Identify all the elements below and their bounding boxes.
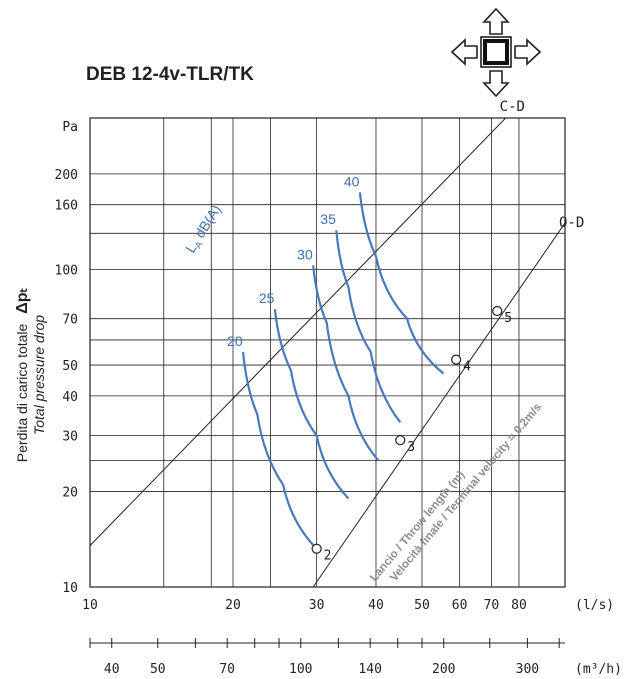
y-tick-label: 100: [55, 263, 78, 278]
y-tick-label: 20: [62, 485, 78, 500]
throw-point-2: [311, 543, 322, 554]
line-label-cd: C-D: [500, 99, 525, 115]
noise-curves: [241, 192, 445, 550]
x2-tick-label: 70: [219, 662, 235, 677]
x2-tick-label: 50: [150, 662, 166, 677]
x-tick-label: 60: [452, 598, 468, 613]
throw-point-label-3: 3: [407, 440, 415, 455]
y-tick-label: 30: [62, 430, 78, 445]
noise-curve-30: [312, 265, 380, 462]
chart-title: DEB 12-4v-TLR/TK: [86, 64, 254, 85]
noise-label-sub: A: [193, 240, 205, 250]
x-tick-label: 50: [414, 598, 430, 613]
four-way-arrows-icon: [450, 7, 542, 98]
throw-point-label-5: 5: [504, 311, 512, 326]
y-tick-label: 200: [55, 168, 78, 183]
chart-labels: 10 20 30 40 50 70 100 160 200 Pa 10 20 30 40 50 60 70 80 (…: [55, 99, 622, 677]
plot-frame: [89, 117, 566, 588]
x2-tick-label: 40: [104, 662, 120, 677]
x-tick-label: 10: [82, 598, 98, 613]
y-tick-label: 50: [62, 359, 78, 374]
throw-points: [311, 305, 503, 554]
y-tick-label: 10: [62, 581, 78, 596]
noise-curve-40: [358, 192, 445, 375]
x2-tick-label: 300: [516, 662, 539, 677]
x-tick-label: 20: [225, 598, 241, 613]
y-axis-label-it: Perdita di carico totale: [14, 323, 30, 462]
noise-curve-label-35: 35: [320, 211, 336, 227]
y-axis-label: Perdita di carico totale Δpₜ Total press…: [14, 288, 47, 463]
x-tick-label: 70: [484, 598, 500, 613]
noise-curve-35: [335, 230, 402, 424]
y-unit-label: Pa: [62, 120, 78, 135]
terminal-velocity-label: Velocità finale / Terminal velocity = 0.…: [388, 401, 544, 584]
line-c-d: [89, 117, 507, 546]
noise-curve-label-40: 40: [344, 173, 360, 189]
y-axis-symbol: Δpₜ: [14, 288, 31, 314]
x-unit-m3h: (m³/h): [575, 662, 622, 677]
throw-point-label-2: 2: [324, 549, 332, 564]
noise-curve-label-30: 30: [297, 246, 313, 262]
line-label-od: O-D: [559, 215, 584, 231]
x2-tick-label: 100: [289, 662, 312, 677]
throw-point-5: [492, 305, 503, 317]
x-tick-label: 30: [309, 598, 325, 613]
x2-tick-label: 200: [432, 662, 455, 677]
svg-text:Perdita di carico totale: Perdita di carico totale Δpₜ: [14, 288, 31, 463]
noise-axis-label: LA dB(A): [182, 202, 226, 257]
noise-curve-25: [273, 309, 350, 500]
noise-label-unit: dB(A): [189, 202, 224, 244]
y-axis-label-en: Total pressure drop: [31, 315, 47, 435]
x2-tick-label: 140: [358, 662, 381, 677]
chart-grid: [89, 117, 566, 588]
x-tick-label: 40: [368, 598, 384, 613]
x-tick-label: 80: [511, 598, 527, 613]
line-o-d: [312, 222, 566, 588]
noise-curve-label-25: 25: [259, 290, 275, 306]
y-tick-label: 70: [62, 313, 78, 328]
y-tick-label: 40: [62, 390, 78, 405]
noise-curve-label-20: 20: [227, 333, 243, 349]
throw-point-label-4: 4: [463, 360, 471, 375]
throw-point-4: [451, 354, 462, 365]
throw-point-3: [395, 435, 406, 446]
x-unit-ls: (l/s): [575, 598, 614, 613]
y-tick-label: 160: [55, 199, 78, 214]
noise-curve-20: [241, 351, 318, 550]
chart-lines: [89, 117, 566, 588]
